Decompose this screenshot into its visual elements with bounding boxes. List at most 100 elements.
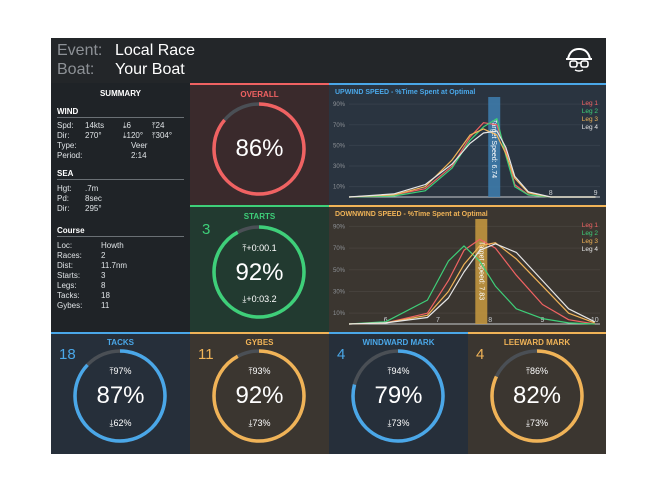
- wind-dir-value: 270°: [85, 131, 102, 140]
- course-starts-value: 3: [101, 271, 106, 280]
- tacks-panel[interactable]: TACKS 18 ⤒97% 87% ⤓62%: [51, 332, 190, 454]
- tacks-value: 87%: [96, 382, 145, 409]
- gybes-gauge: [212, 349, 306, 443]
- upwind-y-tick-label: 10%: [333, 185, 346, 191]
- summary-title: SUMMARY: [99, 89, 142, 98]
- gybes-bottom-value: ⤓73%: [248, 418, 271, 428]
- sea-title: SEA: [57, 169, 74, 178]
- boat-label: Boat:: [57, 61, 95, 78]
- upwind-series-4-line: [348, 130, 596, 198]
- upwind-legend-entry: Leg 2: [582, 108, 599, 115]
- leeward-mark-bottom-value: ⤓73%: [526, 418, 548, 428]
- downwind-series-4-line: [348, 243, 596, 325]
- wind-dir-label: Dir:: [57, 131, 70, 140]
- windward-mark-count: 4: [337, 346, 346, 363]
- tacks-top-value: ⤒97%: [109, 366, 132, 376]
- downwind-chart-panel: DOWNWIND SPEED - %Time Spent at Optimal …: [329, 205, 606, 332]
- sea-divider: [57, 179, 184, 180]
- tacks-gauge-arc: [73, 349, 167, 443]
- downwind-x-tick-label: 7: [436, 317, 440, 324]
- upwind-legend-entry: Leg 3: [582, 116, 599, 123]
- leeward-mark-value: 82%: [512, 382, 562, 409]
- starts-top-value: ⤒+0:00.1: [242, 243, 277, 253]
- wind-type-value: Veer: [131, 141, 148, 150]
- upwind-y-tick-label: 90%: [333, 102, 346, 108]
- downwind-x-tick-label: 10: [591, 317, 599, 324]
- leeward-mark-count: 4: [476, 346, 485, 363]
- course-races-label: Races:: [57, 251, 82, 260]
- sea-dir-value: 295°: [85, 204, 102, 213]
- wind-spd-label: Spd:: [57, 121, 74, 130]
- upwind-series-2-line: [348, 118, 596, 198]
- leeward-mark-gauge: [490, 349, 584, 443]
- leeward-mark-top-value: ⤒86%: [526, 366, 548, 376]
- downwind-series-3-line: [348, 242, 596, 325]
- sea-hgt-label: Hgt:: [57, 184, 72, 193]
- course-tacks-value: 18: [101, 291, 110, 300]
- starts-panel[interactable]: STARTS 3 ⤒+0:00.1 92% ⤓+0:03.2: [190, 205, 329, 332]
- leeward-mark-gauge-arc: [490, 349, 584, 443]
- event-row: Event: Local Race: [57, 41, 195, 61]
- leeward-mark-title: LEEWARD MARK: [503, 338, 571, 347]
- upwind-chart-title: UPWIND SPEED - %Time Spent at Optimal: [335, 89, 476, 96]
- gybes-top-value: ⤒93%: [248, 366, 271, 376]
- tacks-bottom-value: ⤓62%: [109, 418, 132, 428]
- course-legs-label: Legs:: [57, 281, 77, 290]
- upwind-y-tick-label: 70%: [333, 123, 346, 129]
- wind-title: WIND: [57, 107, 79, 116]
- overall-panel[interactable]: OVERALL 86%: [190, 83, 329, 205]
- dashboard: Event: Local Race Boat: Your Boat SUMMARY …: [51, 38, 606, 454]
- wind-divider: [57, 117, 184, 118]
- course-gybes-value: 11: [101, 301, 110, 310]
- downwind-y-tick-label: 90%: [333, 224, 346, 230]
- wind-period-label: Period:: [57, 151, 83, 160]
- windward-mark-gauge-arc: [351, 349, 445, 443]
- course-loc-label: Loc:: [57, 241, 73, 250]
- starts-gauge-arc: [212, 225, 306, 319]
- windward-mark-top-value: ⤒94%: [387, 366, 410, 376]
- windward-mark-panel[interactable]: WINDWARD MARK 4 ⤒94% 79% ⤓73%: [329, 332, 468, 454]
- event-label: Event:: [57, 42, 103, 59]
- sea-dir-label: Dir:: [57, 204, 70, 213]
- tacks-gauge: [73, 349, 167, 443]
- downwind-legend-entry: Leg 1: [582, 222, 599, 229]
- gybes-gauge-arc: [212, 349, 306, 443]
- course-races-value: 2: [101, 251, 106, 260]
- downwind-x-tick-label: 6: [384, 317, 388, 324]
- downwind-legend-entry: Leg 4: [582, 246, 599, 253]
- windward-mark-title: WINDWARD MARK: [362, 338, 435, 347]
- wind-type-label: Type:: [57, 141, 77, 150]
- sailor-glasses-icon[interactable]: [564, 47, 594, 78]
- overall-gauge: [212, 102, 306, 196]
- downwind-target-label: Target Speed: 7.83: [477, 241, 484, 300]
- summary-panel: SUMMARY WIND Spd: 14kts ⤓6 ⤒24 Dir: 270°…: [51, 83, 190, 332]
- upwind-legend-entry: Leg 4: [582, 124, 599, 131]
- downwind-chart: 90% 70% 50% 30% 10% 6 7 8 9 10 Target Speed: 7.83 L…: [333, 219, 600, 325]
- starts-gauge: [212, 225, 306, 319]
- starts-title: STARTS: [243, 212, 276, 221]
- windward-mark-value: 79%: [374, 382, 423, 409]
- downwind-series-2-line: [348, 245, 595, 325]
- tacks-title: TACKS: [107, 338, 134, 347]
- leeward-mark-panel[interactable]: LEEWARD MARK 4 ⤒86% 82% ⤓73%: [468, 332, 606, 454]
- downwind-y-tick-label: 30%: [333, 289, 346, 295]
- upwind-y-tick-label: 50%: [333, 143, 346, 149]
- wind-period-value: 2:14: [131, 151, 147, 160]
- upwind-chart: 90% 70% 50% 30% 10% 8 9 Target Speed: 6.74 Leg 1…: [333, 97, 600, 198]
- header-bar: Event: Local Race Boat: Your Boat: [51, 38, 606, 83]
- tacks-count: 18: [59, 346, 76, 363]
- gybes-title: GYBES: [245, 338, 274, 347]
- upwind-y-tick-label: 30%: [333, 164, 346, 170]
- course-dist-value: 11.7nm: [101, 261, 128, 270]
- course-starts-label: Starts:: [57, 271, 81, 280]
- course-legs-value: 8: [101, 281, 106, 290]
- gybes-panel[interactable]: GYBES 11 ⤒93% 92% ⤓73%: [190, 332, 329, 454]
- starts-value: 92%: [235, 259, 284, 286]
- gybes-count: 11: [198, 346, 214, 363]
- downwind-legend-entry: Leg 3: [582, 238, 599, 245]
- course-loc-value: Howth: [101, 241, 124, 250]
- downwind-x-tick-label: 9: [541, 317, 545, 324]
- course-tacks-label: Tacks:: [57, 291, 80, 300]
- course-divider: [57, 236, 184, 237]
- windward-mark-gauge: [351, 349, 445, 443]
